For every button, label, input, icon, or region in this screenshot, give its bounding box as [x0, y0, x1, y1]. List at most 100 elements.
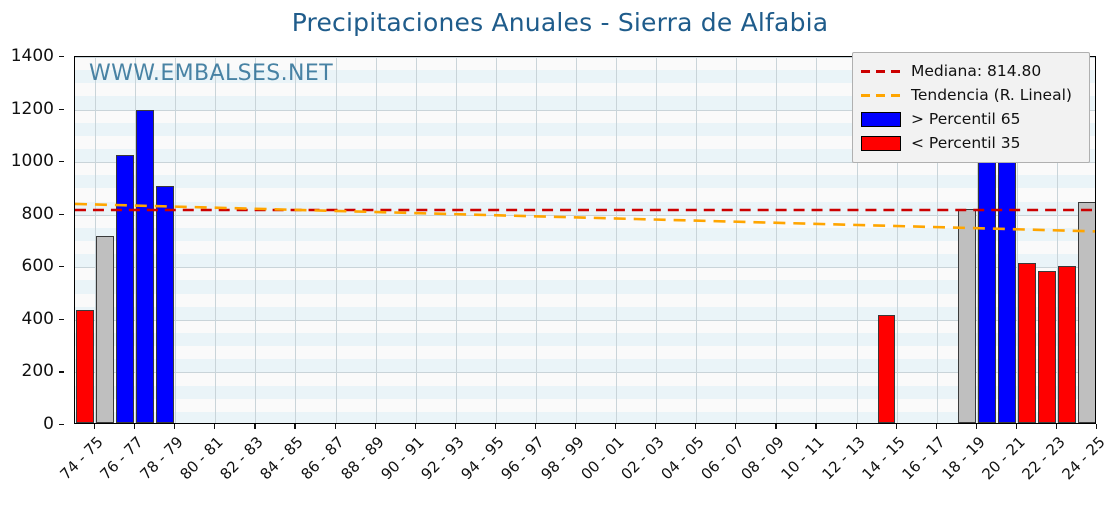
vertical-gridline [455, 57, 457, 423]
bar-18-19[interactable] [957, 208, 976, 423]
x-tick-mark [855, 424, 857, 429]
bar-78-79[interactable] [156, 186, 174, 423]
y-tick-mark [59, 108, 64, 110]
legend-item-label: > Percentil 65 [911, 110, 1021, 128]
chart-legend: Mediana: 814.80 Tendencia (R. Lineal) > Pe… [852, 52, 1090, 163]
y-tick-mark [59, 213, 64, 215]
vertical-gridline [776, 57, 778, 423]
bar-77-78[interactable] [136, 110, 154, 423]
vertical-gridline [736, 57, 738, 423]
page-title: Precipitaciones Anuales - Sierra de Alfa… [291, 8, 829, 37]
chart-container: Precipitaciones Anuales - Sierra de Alfa… [0, 8, 1109, 500]
background-band [75, 70, 1095, 84]
background-band [75, 385, 1095, 399]
y-axis: 0 200 400 600 800 1000 1200 1400 [0, 46, 64, 434]
y-tick-mark [59, 371, 64, 373]
x-tick-mark [574, 424, 577, 429]
horizontal-gridline [75, 109, 1095, 111]
legend-color-swatch [861, 135, 901, 151]
background-band [75, 280, 1095, 294]
legend-dash-icon [861, 63, 901, 79]
vertical-gridline [656, 57, 658, 423]
bar-75-76[interactable] [96, 235, 114, 423]
x-tick-mark [534, 424, 537, 429]
vertical-gridline [896, 57, 898, 423]
vertical-gridline [375, 57, 377, 423]
legend-item-0[interactable]: Mediana: 814.80 [861, 59, 1081, 83]
dash-glyph [861, 94, 901, 97]
vertical-gridline [335, 57, 337, 423]
x-tick-mark [1015, 424, 1018, 429]
vertical-gridline [575, 57, 577, 423]
vertical-gridline [175, 57, 177, 423]
legend-item-label: Mediana: 814.80 [911, 62, 1042, 80]
background-band [75, 359, 1095, 373]
bar-22-23[interactable] [1038, 271, 1056, 423]
vertical-gridline [215, 57, 217, 423]
bar-14-15[interactable] [877, 315, 896, 423]
horizontal-gridline [75, 162, 1095, 164]
horizontal-gridline [75, 319, 1095, 321]
x-tick-mark [494, 424, 496, 429]
bar-24-25[interactable] [1078, 202, 1095, 423]
vertical-gridline [535, 57, 537, 423]
x-tick-mark [975, 424, 977, 429]
y-tick-label: 400 [21, 308, 54, 329]
background-band [75, 122, 1095, 136]
x-tick-mark [1055, 424, 1058, 429]
background-band [75, 96, 1095, 110]
x-tick-mark [695, 424, 697, 429]
vertical-gridline [1056, 57, 1058, 423]
background-band [75, 175, 1095, 189]
y-tick-mark [59, 56, 64, 58]
x-tick-mark [294, 424, 296, 429]
y-tick-label: 200 [21, 361, 54, 382]
vertical-gridline [936, 57, 938, 423]
vertical-gridline [1016, 57, 1018, 423]
y-tick-label: 0 [43, 414, 54, 434]
x-tick-mark [1096, 424, 1098, 429]
x-tick-mark [334, 424, 336, 429]
x-tick-mark [815, 424, 817, 429]
x-tick-mark [735, 424, 737, 429]
legend-item-2[interactable]: > Percentil 65 [861, 107, 1081, 131]
x-tick-mark [454, 424, 456, 429]
y-tick-label: 800 [21, 203, 54, 224]
x-tick-mark [94, 424, 96, 429]
legend-dash-icon [861, 87, 901, 103]
vertical-gridline [415, 57, 417, 423]
x-tick-mark [655, 424, 657, 429]
vertical-gridline [255, 57, 257, 423]
bar-74-75[interactable] [76, 309, 94, 423]
legend-item-3[interactable]: < Percentil 35 [861, 131, 1081, 155]
y-tick-label: 1000 [10, 151, 54, 172]
horizontal-gridline [75, 372, 1095, 374]
trend-line [75, 202, 1095, 233]
bar-23-24[interactable] [1058, 265, 1076, 423]
vertical-gridline [495, 57, 497, 423]
vertical-gridline [295, 57, 297, 423]
x-tick-mark [214, 424, 216, 429]
background-band [75, 306, 1095, 320]
horizontal-gridline [75, 214, 1095, 216]
legend-item-1[interactable]: Tendencia (R. Lineal) [861, 83, 1081, 107]
background-band [75, 333, 1095, 347]
background-band [75, 227, 1095, 241]
vertical-gridline [856, 57, 858, 423]
vertical-gridline [95, 57, 97, 423]
median-line [75, 208, 1095, 212]
vertical-gridline [976, 57, 978, 423]
legend-color-swatch [861, 111, 901, 127]
bar-76-77[interactable] [116, 154, 134, 423]
x-tick-mark [775, 424, 777, 429]
legend-item-label: < Percentil 35 [911, 134, 1021, 152]
legend-item-label: Tendencia (R. Lineal) [911, 86, 1072, 104]
x-tick-mark [134, 424, 136, 429]
x-axis: 74 - 75 76 - 77 78 - 79 80 - 81 82 - 83 84 - … [56, 424, 1109, 500]
x-tick-mark [895, 424, 897, 429]
background-band [75, 149, 1095, 163]
y-tick-mark [59, 424, 64, 426]
horizontal-gridline [75, 57, 1095, 58]
bar-21-22[interactable] [1018, 263, 1036, 423]
vertical-gridline [816, 57, 818, 423]
